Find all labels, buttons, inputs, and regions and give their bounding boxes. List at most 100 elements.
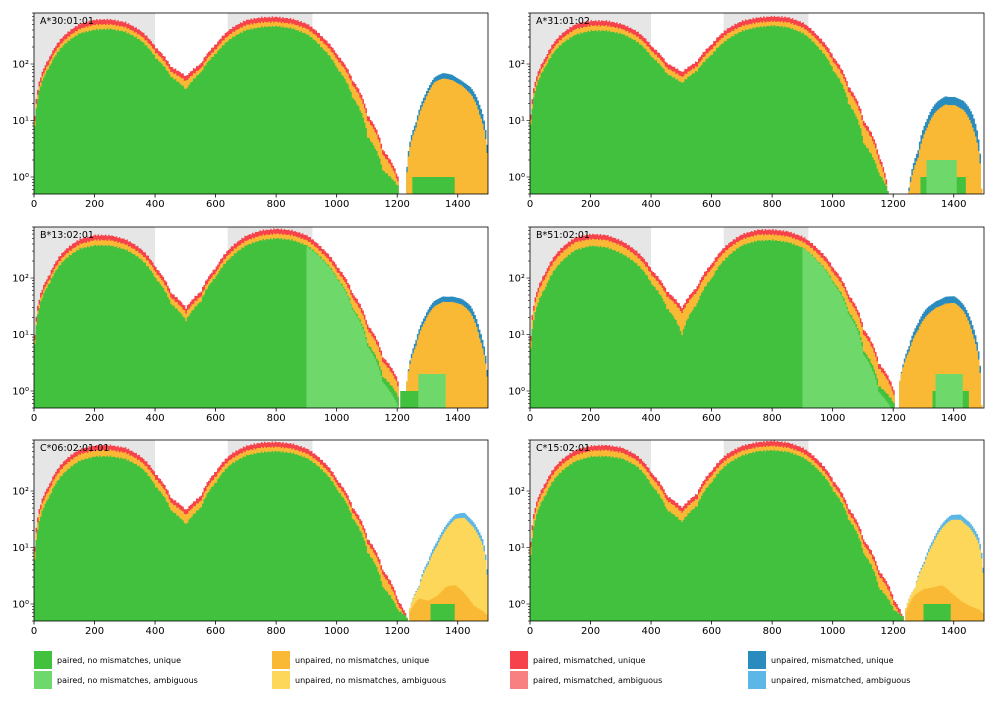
legend-label-umu: unpaired, mismatched, unique: [771, 656, 894, 665]
x-tick-label: 200: [581, 626, 600, 637]
y-tick-label: 10¹: [12, 330, 29, 341]
x-tick-label: 1000: [324, 199, 349, 210]
legend-swatch-uma: [748, 671, 766, 689]
panel-1: 0 200 400 600 800 1000 1200 1400 10⁰ 10¹ 10² A*30:0…: [12, 12, 489, 210]
x-tick-label: 600: [702, 626, 721, 637]
x-tick-label: 800: [763, 626, 782, 637]
y-tick-label: 10⁰: [508, 386, 525, 397]
paired-core-band: [530, 25, 889, 194]
x-tick-label: 1000: [324, 413, 349, 424]
legend-label-pmu: paired, mismatched, unique: [533, 656, 645, 665]
x-tick-label: 1000: [820, 199, 845, 210]
y-tick-label: 10¹: [12, 543, 29, 554]
y-tick-label: 10²: [508, 487, 525, 498]
x-tick-label: 400: [642, 199, 661, 210]
x-tick-label: 1400: [445, 199, 470, 210]
plot-area: [530, 440, 984, 621]
legend-swatch-pmu: [510, 651, 528, 669]
unpaired-paired-floor: [400, 390, 419, 408]
paired-core-band: [34, 25, 399, 194]
legend-swatch-pnu: [34, 651, 52, 669]
x-tick-label: 800: [267, 199, 286, 210]
unpaired-paired-floor: [926, 159, 957, 194]
unpaired-paired-floor: [935, 373, 963, 408]
plot-area: [34, 13, 488, 194]
unpaired-unique-band: [409, 585, 488, 621]
x-tick-label: 0: [31, 413, 37, 424]
x-tick-label: 600: [206, 413, 225, 424]
x-tick-label: 0: [31, 199, 37, 210]
y-tick-label: 10²: [508, 60, 525, 71]
legend-label-unu: unpaired, no mismatches, unique: [295, 656, 429, 665]
x-tick-label: 400: [146, 199, 165, 210]
y-tick-label: 10⁰: [12, 386, 29, 397]
x-tick-label: 400: [642, 413, 661, 424]
x-tick-label: 800: [267, 413, 286, 424]
panel-3: 0 200 400 600 800 1000 1200 1400 10⁰ 10¹ 10² B*13:0…: [12, 226, 489, 424]
y-tick-label: 10²: [12, 274, 29, 285]
legend-label-pnu: paired, no mismatches, unique: [57, 656, 181, 665]
x-tick-label: 600: [702, 413, 721, 424]
legend-label-una: unpaired, no mismatches, ambiguous: [295, 676, 446, 685]
panel-5: 0 200 400 600 800 1000 1200 1400 10⁰ 10¹ 10² C*06:0…: [12, 439, 489, 637]
panel-title: A*30:01:01: [40, 16, 94, 27]
plot-area: [530, 227, 983, 408]
x-tick-label: 400: [642, 626, 661, 637]
plot-area: [530, 13, 983, 194]
plot-area: [34, 440, 488, 621]
paired-ambiguous-band: [802, 248, 895, 408]
x-tick-label: 1400: [445, 626, 470, 637]
x-tick-label: 0: [527, 413, 533, 424]
x-tick-label: 200: [581, 199, 600, 210]
x-tick-label: 1200: [384, 199, 409, 210]
x-tick-label: 200: [85, 199, 104, 210]
x-tick-label: 200: [85, 626, 104, 637]
x-tick-label: 1400: [941, 413, 966, 424]
paired-core-band: [530, 449, 904, 621]
x-tick-label: 1200: [384, 413, 409, 424]
y-tick-label: 10¹: [508, 116, 525, 127]
x-tick-label: 600: [206, 626, 225, 637]
y-tick-label: 10²: [12, 60, 29, 71]
y-tick-label: 10²: [12, 487, 29, 498]
x-tick-label: 1200: [880, 413, 905, 424]
x-tick-label: 1400: [941, 626, 966, 637]
y-tick-label: 10⁰: [508, 599, 525, 610]
x-tick-label: 800: [763, 413, 782, 424]
x-tick-label: 1000: [820, 413, 845, 424]
x-tick-label: 200: [581, 413, 600, 424]
legend-label-pna: paired, no mismatches, ambiguous: [57, 676, 198, 685]
x-tick-label: 800: [763, 199, 782, 210]
y-tick-label: 10¹: [508, 543, 525, 554]
x-tick-label: 200: [85, 413, 104, 424]
x-tick-label: 1000: [820, 626, 845, 637]
x-tick-label: 600: [702, 199, 721, 210]
y-tick-label: 10⁰: [12, 599, 29, 610]
panel-title: C*15:02:01: [536, 443, 590, 454]
plot-area: [34, 227, 488, 408]
panel-2: 0 200 400 600 800 1000 1200 1400 10⁰ 10¹ 10² A*31:0…: [508, 12, 985, 210]
x-tick-label: 400: [146, 626, 165, 637]
y-tick-label: 10⁰: [508, 172, 525, 183]
paired-ambiguous-band: [306, 246, 399, 408]
panel-title: B*13:02:01: [40, 230, 94, 241]
y-tick-label: 10¹: [508, 330, 525, 341]
y-tick-label: 10²: [508, 274, 525, 285]
unpaired-unique-band: [406, 78, 488, 194]
x-tick-label: 0: [527, 199, 533, 210]
unpaired-paired-floor: [923, 603, 951, 621]
x-tick-label: 1400: [445, 413, 470, 424]
y-tick-label: 10¹: [12, 116, 29, 127]
x-tick-label: 1200: [384, 626, 409, 637]
x-tick-label: 0: [31, 626, 37, 637]
legend-label-pma: paired, mismatched, ambiguous: [533, 676, 662, 685]
y-tick-label: 10⁰: [12, 172, 29, 183]
unpaired-paired-floor: [430, 603, 455, 621]
x-tick-label: 400: [146, 413, 165, 424]
legend-swatch-umu: [748, 651, 766, 669]
x-tick-label: 1000: [324, 626, 349, 637]
unpaired-paired-floor: [418, 373, 446, 408]
unpaired-ambiguous-band: [409, 517, 488, 621]
x-tick-label: 1200: [880, 626, 905, 637]
